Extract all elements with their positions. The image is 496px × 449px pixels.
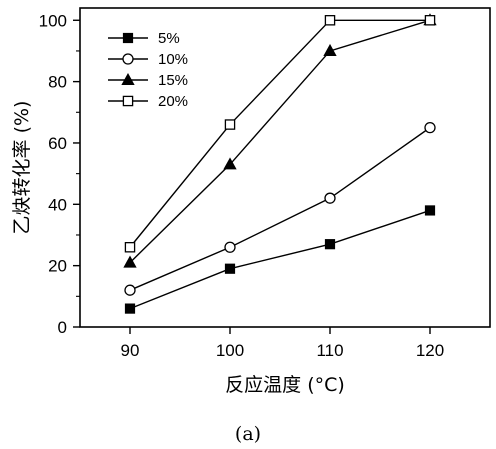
y-tick-label: 60 — [48, 134, 67, 153]
legend-item: 20% — [108, 93, 188, 110]
plot-area — [79, 7, 491, 328]
data-point — [424, 121, 436, 134]
series-2 — [124, 121, 436, 296]
series-layer — [123, 13, 437, 314]
series-line — [129, 209, 431, 310]
legend-item: 5% — [108, 30, 180, 47]
legend-marker — [122, 32, 134, 44]
x-tick-label: 100 — [216, 341, 244, 360]
data-point — [224, 119, 236, 130]
legend-marker — [122, 95, 134, 107]
legend-label: 20% — [158, 93, 188, 110]
series-1 — [124, 205, 436, 314]
data-point — [324, 239, 336, 250]
data-point — [223, 157, 237, 170]
data-point — [123, 255, 137, 268]
legend-label: 10% — [158, 51, 188, 68]
legend-item: 10% — [108, 51, 188, 68]
series-line — [129, 19, 431, 264]
data-point — [124, 241, 136, 253]
series-line — [129, 19, 430, 248]
y-axis: 0 20 40 60 80 100 — [39, 11, 80, 337]
y-tick-label: 40 — [48, 195, 67, 214]
x-axis: 90 100 110 120 — [121, 327, 444, 360]
legend-label: 15% — [158, 72, 188, 89]
plot-frame — [79, 7, 491, 328]
figure-caption: (a) — [235, 423, 261, 445]
series-4 — [124, 15, 436, 253]
legend: 5% 10% 15% 20% — [108, 30, 188, 110]
x-tick-label: 110 — [316, 341, 343, 360]
legend-item: 15% — [108, 72, 188, 89]
legend-label: 5% — [158, 30, 180, 47]
x-axis-title: 反应温度 (°C) — [225, 374, 345, 396]
y-tick-label: 80 — [48, 73, 67, 92]
data-point — [124, 284, 136, 296]
data-point — [324, 15, 336, 26]
y-axis-title: 乙炔转化率 (%) — [11, 101, 33, 235]
data-point — [323, 43, 337, 56]
x-tick-label: 120 — [416, 341, 444, 360]
series-3 — [123, 13, 437, 268]
legend-marker — [122, 53, 134, 65]
data-point — [224, 263, 236, 274]
x-tick-label: 90 — [121, 341, 140, 360]
y-tick-label: 20 — [48, 257, 67, 276]
data-point — [424, 205, 436, 216]
data-point — [424, 15, 436, 26]
legend-marker — [121, 72, 135, 85]
data-point — [124, 303, 136, 314]
y-tick-label: 0 — [58, 318, 67, 337]
series-line — [129, 127, 431, 291]
data-point — [324, 192, 336, 204]
data-point — [224, 241, 236, 253]
y-tick-label: 100 — [39, 11, 67, 30]
